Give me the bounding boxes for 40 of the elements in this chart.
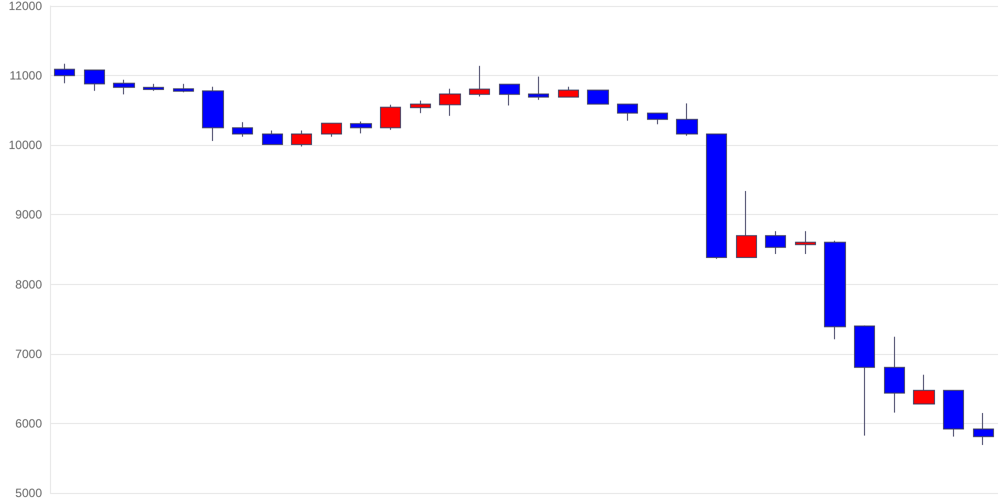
y-tick-label: 9000 [15,208,42,222]
candlestick [617,104,638,122]
y-tick-label: 6000 [15,416,42,430]
candlestick [587,90,609,105]
y-tick-label: 12000 [8,0,42,13]
candlestick [173,83,194,93]
candlestick [54,63,75,84]
candlestick [143,83,164,92]
candlestick [84,70,105,92]
candlestick [676,102,698,136]
candlestick [202,86,224,142]
candlestick [291,130,312,148]
candlestick [943,390,964,438]
candlestick [558,86,579,98]
candlestick [973,412,994,446]
y-tick-label: 10000 [8,138,42,152]
candlestick [469,65,490,97]
candlestick [232,122,253,138]
y-tick-label: 7000 [15,346,42,361]
candlestick [113,79,135,95]
candlestick [795,230,816,255]
candlestick [765,230,786,255]
candlestick [410,100,431,114]
candlestick [350,120,372,134]
candlestick [736,190,757,258]
candlestick [913,374,935,404]
candlestick [647,112,668,125]
candlestick [884,336,905,414]
candlestick [824,240,846,340]
y-tick-label: 11000 [10,68,42,83]
candlestick [528,76,549,100]
candlestick [706,134,727,260]
candlestick [499,84,520,106]
candlestick [854,324,875,436]
candlestick [262,130,283,145]
candlestick [439,88,461,116]
y-tick-label: 8000 [15,277,42,292]
y-tick-label: 5000 [15,486,42,500]
candlestick [380,104,401,130]
candlestick [321,122,342,138]
